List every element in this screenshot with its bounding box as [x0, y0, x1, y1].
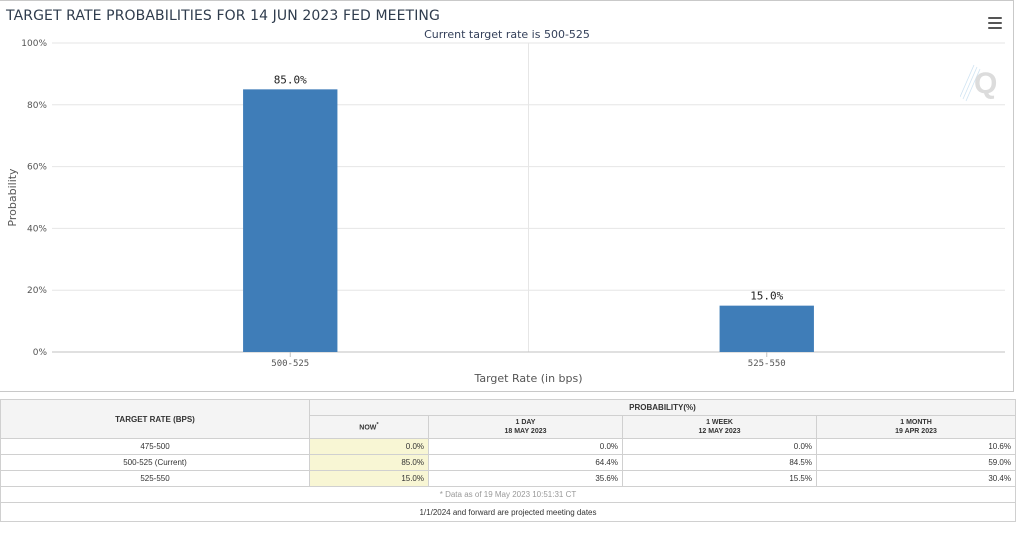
row-1-week: 84.5% — [622, 454, 817, 471]
row-rate: 500-525 (Current) — [0, 454, 310, 471]
column-1-week-label: 1 WEEK — [706, 419, 733, 426]
column-now-label: NOW — [359, 424, 377, 432]
column-1-day-label: 1 DAY — [515, 419, 536, 426]
footer-row: 1/1/2024 and forward are projected meeti… — [0, 502, 1016, 522]
row-now: 15.0% — [309, 470, 429, 487]
column-1-month-date: 19 APR 2023 — [895, 428, 937, 435]
bar — [243, 89, 338, 352]
probability-table: TARGET RATE (BPS) PROBABILITY(%) NOW* 1 … — [0, 399, 1016, 522]
x-axis-label: Target Rate (in bps) — [473, 372, 582, 385]
header-target-rate: TARGET RATE (BPS) — [0, 399, 310, 439]
table-row: 500-525 (Current) 85.0% 64.4% 84.5% 59.0… — [0, 454, 1016, 471]
row-now: 0.0% — [309, 438, 429, 455]
x-tick-label: 500-525 — [271, 359, 309, 369]
footer-note: 1/1/2024 and forward are projected meeti… — [0, 502, 1016, 522]
row-rate: 525-550 — [0, 470, 310, 487]
svg-text:Q: Q — [974, 67, 997, 100]
column-now: NOW* — [309, 415, 429, 439]
q-logo-watermark-icon: Q — [960, 64, 997, 102]
data-label: 85.0% — [274, 73, 307, 86]
y-axis-label: Probability — [6, 168, 19, 227]
column-1-week-date: 12 MAY 2023 — [698, 428, 741, 435]
y-tick-label: 20% — [27, 286, 47, 296]
y-tick-label: 100% — [21, 39, 47, 49]
row-rate: 475-500 — [0, 438, 310, 455]
bar-chart-plot: 0% 20% 40% 60% 80% 100% Probability 85.0% 500-52… — [6, 39, 1005, 385]
table-row: 525-550 15.0% 35.6% 15.5% 30.4% — [0, 470, 1016, 487]
data-note: * Data as of 19 May 2023 10:51:31 CT — [0, 486, 1016, 503]
data-note-row: * Data as of 19 May 2023 10:51:31 CT — [0, 486, 1016, 503]
row-now: 85.0% — [309, 454, 429, 471]
y-tick-label: 0% — [33, 348, 48, 358]
column-1-day-date: 18 MAY 2023 — [504, 428, 547, 435]
header-probability: PROBABILITY(%) — [309, 399, 1016, 416]
bar — [719, 305, 814, 352]
row-1-day: 35.6% — [428, 470, 623, 487]
chart-subtitle: Current target rate is 500-525 — [424, 28, 590, 41]
row-1-month: 10.6% — [816, 438, 1016, 455]
y-tick-label: 80% — [27, 101, 47, 111]
row-1-day: 0.0% — [428, 438, 623, 455]
column-now-marker: * — [376, 422, 379, 429]
column-1-day: 1 DAY 18 MAY 2023 — [428, 415, 623, 439]
row-1-day: 64.4% — [428, 454, 623, 471]
row-1-week: 15.5% — [622, 470, 817, 487]
column-1-month: 1 MONTH 19 APR 2023 — [816, 415, 1016, 439]
x-tick-label: 525-550 — [748, 359, 786, 369]
y-tick-label: 40% — [27, 224, 47, 234]
row-1-month: 59.0% — [816, 454, 1016, 471]
column-1-week: 1 WEEK 12 MAY 2023 — [622, 415, 817, 439]
column-1-month-label: 1 MONTH — [900, 419, 932, 426]
row-1-month: 30.4% — [816, 470, 1016, 487]
data-label: 15.0% — [750, 290, 783, 303]
chart-title: TARGET RATE PROBABILITIES FOR 14 JUN 202… — [6, 8, 440, 24]
y-tick-label: 60% — [27, 163, 47, 173]
chart-container: TARGET RATE PROBABILITIES FOR 14 JUN 202… — [0, 0, 1014, 392]
table-row: 475-500 0.0% 0.0% 0.0% 10.6% — [0, 438, 1016, 455]
row-1-week: 0.0% — [622, 438, 817, 455]
hamburger-menu-icon[interactable] — [988, 17, 1002, 29]
